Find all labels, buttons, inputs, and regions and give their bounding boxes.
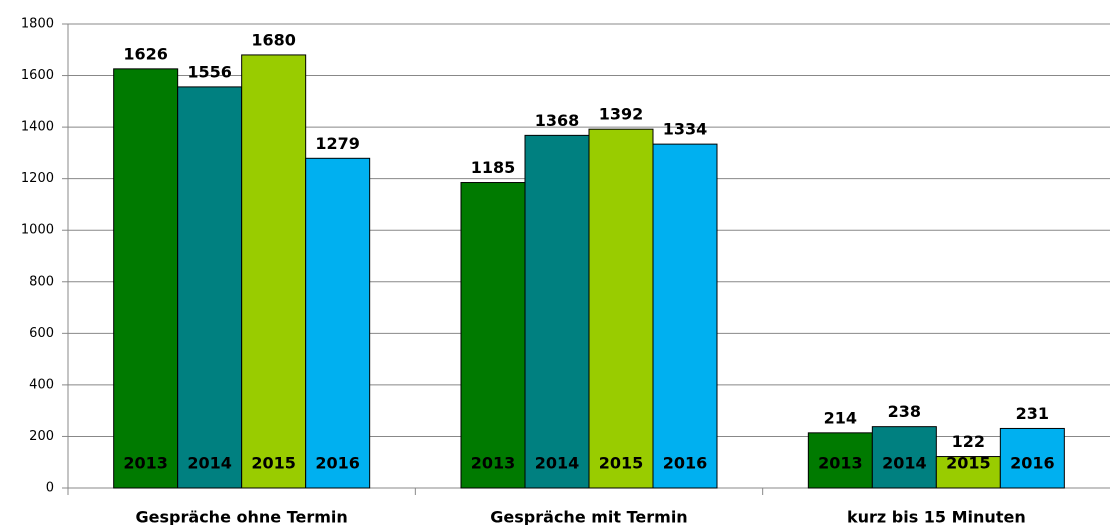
y-tick-label: 1800 bbox=[21, 17, 54, 32]
value-label: 122 bbox=[952, 432, 985, 451]
value-label: 231 bbox=[1016, 404, 1049, 423]
y-tick-label: 200 bbox=[29, 429, 54, 444]
y-tick-label: 800 bbox=[29, 274, 54, 289]
value-label: 1334 bbox=[663, 120, 708, 139]
value-label: 238 bbox=[888, 402, 921, 421]
bar bbox=[524, 134, 590, 489]
bar bbox=[935, 456, 1001, 489]
y-tick-label: 1200 bbox=[21, 171, 54, 186]
y-tick-label: 0 bbox=[46, 481, 54, 496]
y-tick-label: 600 bbox=[29, 326, 54, 341]
y-tick-label: 400 bbox=[29, 377, 54, 392]
value-label: 1185 bbox=[471, 158, 516, 177]
bar bbox=[588, 128, 654, 489]
value-label: 1680 bbox=[251, 30, 296, 49]
value-label: 1626 bbox=[123, 44, 168, 63]
value-label: 1368 bbox=[535, 111, 580, 130]
x-tick-label: Gespräche ohne Termin bbox=[136, 508, 348, 525]
series-label: 2016 bbox=[663, 454, 708, 473]
series-label: 2013 bbox=[123, 454, 168, 473]
series-label: 2015 bbox=[251, 454, 296, 473]
series-label: 2013 bbox=[818, 454, 863, 473]
bar bbox=[460, 182, 526, 489]
value-label: 1392 bbox=[599, 105, 644, 124]
bar bbox=[177, 86, 243, 489]
series-label: 2014 bbox=[535, 454, 580, 473]
series-label: 2015 bbox=[599, 454, 644, 473]
x-tick-label: Gespräche mit Termin bbox=[490, 508, 687, 525]
y-tick-label: 1400 bbox=[21, 120, 54, 135]
series-label: 2014 bbox=[882, 454, 927, 473]
series-label: 2015 bbox=[946, 454, 991, 473]
bar bbox=[652, 143, 718, 489]
series-label: 2014 bbox=[187, 454, 232, 473]
value-label: 1279 bbox=[315, 134, 360, 153]
y-tick-label: 1000 bbox=[21, 223, 54, 238]
series-label: 2013 bbox=[471, 454, 516, 473]
bar bbox=[113, 68, 179, 489]
series-label: 2016 bbox=[1010, 454, 1055, 473]
series-label: 2016 bbox=[315, 454, 360, 473]
value-label: 1556 bbox=[187, 62, 232, 81]
x-tick-label: kurz bis 15 Minuten bbox=[847, 508, 1026, 525]
bar bbox=[999, 427, 1065, 489]
bar bbox=[807, 432, 873, 489]
value-label: 214 bbox=[824, 408, 857, 427]
bar bbox=[305, 157, 371, 489]
bar bbox=[871, 426, 937, 489]
y-tick-label: 1600 bbox=[21, 68, 54, 83]
bar bbox=[241, 54, 307, 489]
